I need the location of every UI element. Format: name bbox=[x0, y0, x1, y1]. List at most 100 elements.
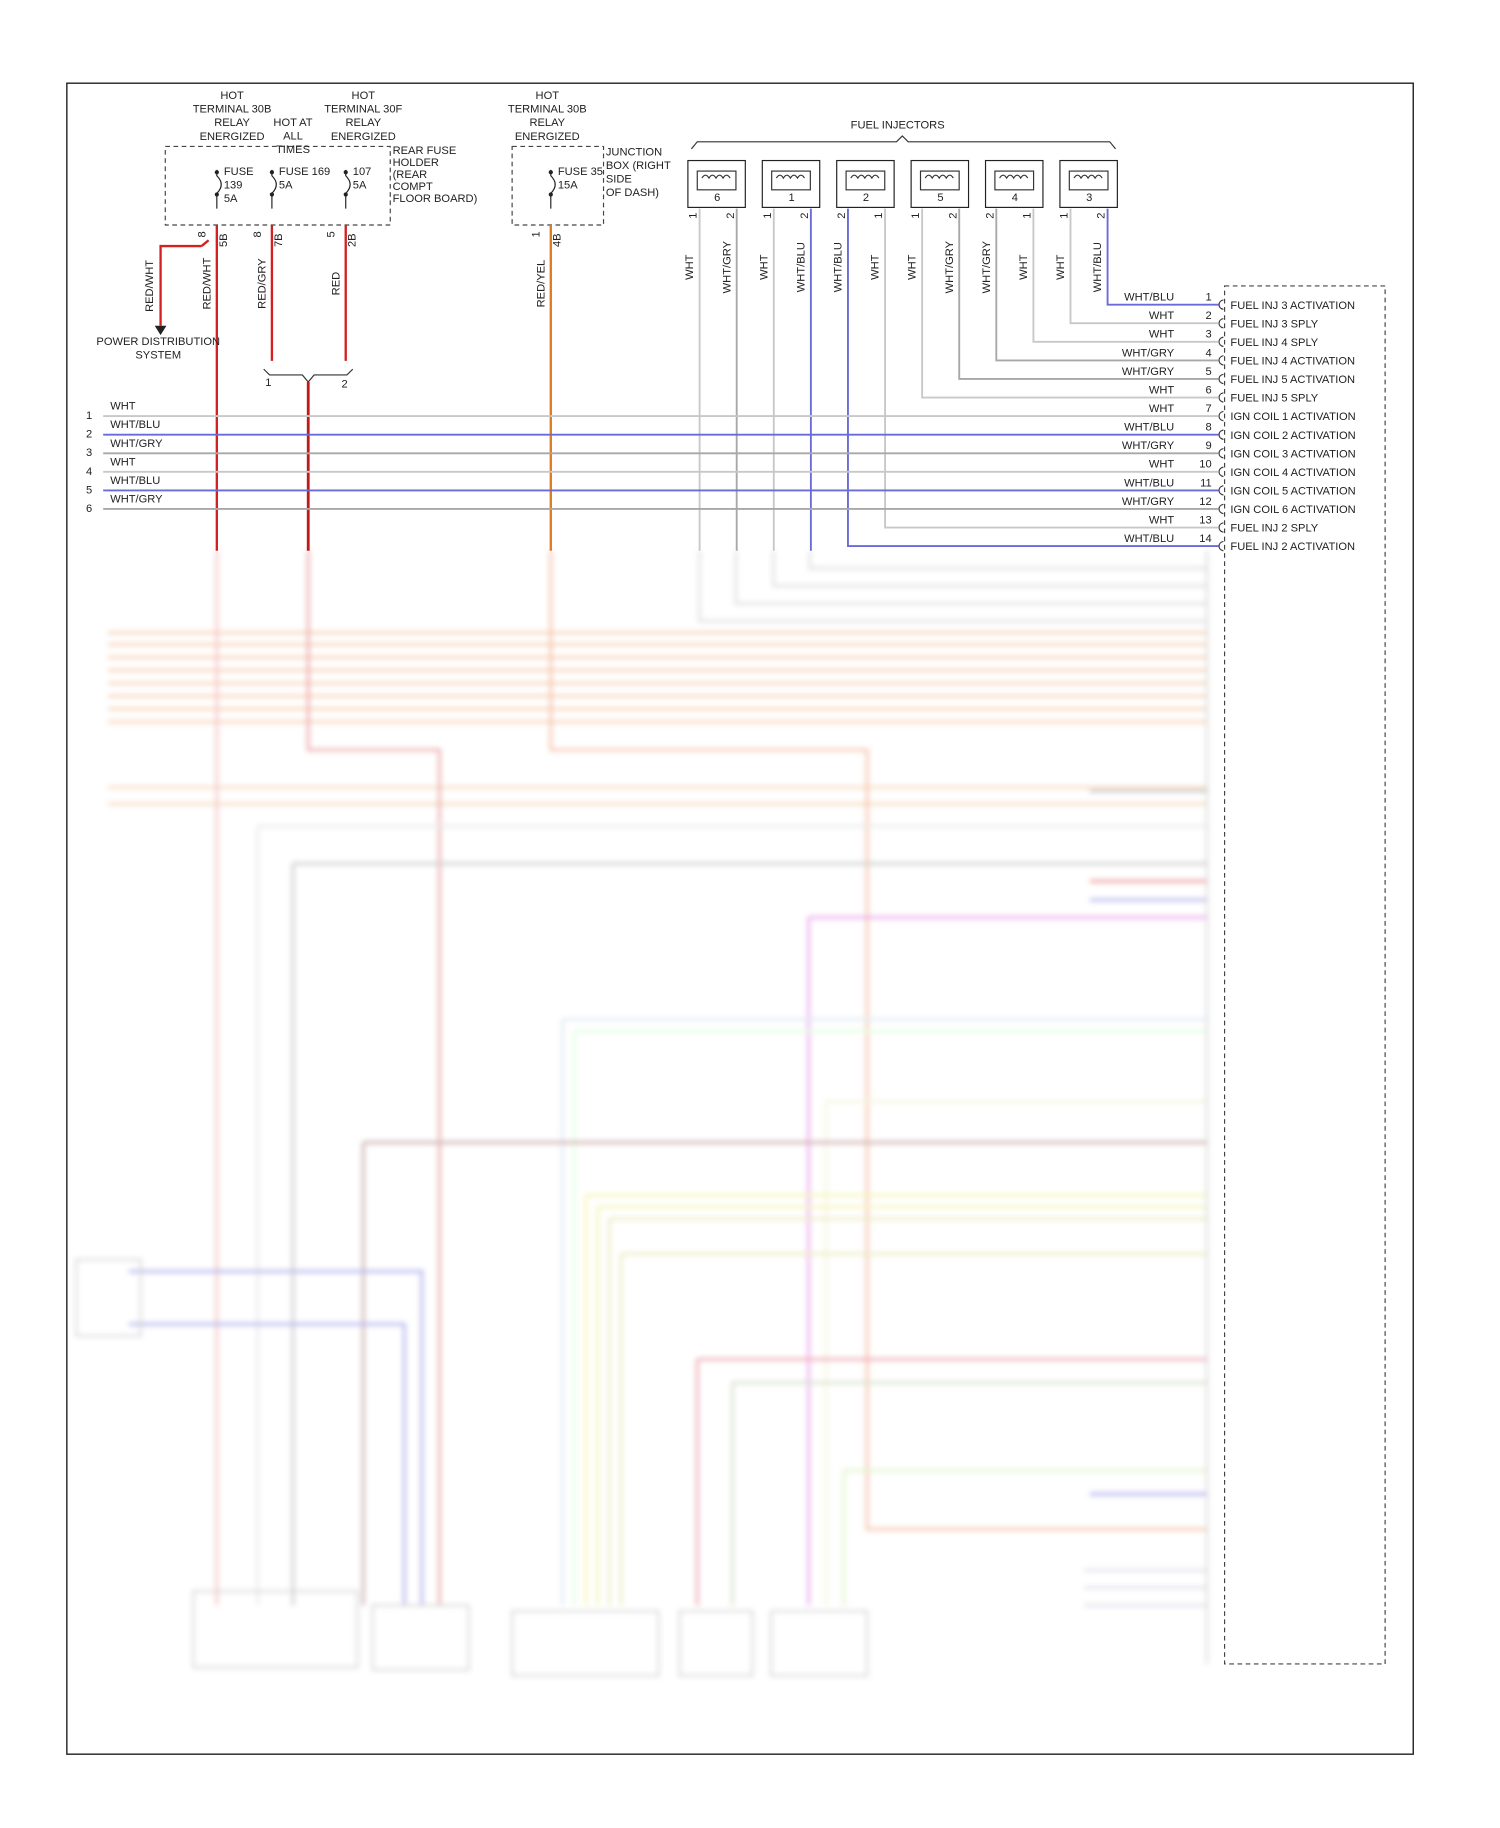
splice-bracket bbox=[263, 368, 354, 383]
pin-symbol bbox=[1218, 466, 1224, 478]
pin-symbol bbox=[1218, 373, 1224, 385]
pin-symbol bbox=[1218, 447, 1224, 459]
arrow bbox=[154, 325, 167, 336]
pin-number: 2 bbox=[1205, 310, 1211, 322]
pin-number: 9 bbox=[1205, 440, 1211, 452]
wire-label: WHT bbox=[1149, 329, 1175, 341]
wire-label: WHT bbox=[1055, 254, 1067, 280]
pin-number: 11 bbox=[1200, 477, 1212, 489]
wire-label: WHT/BLU bbox=[1124, 533, 1174, 545]
line-number: 4 bbox=[86, 466, 92, 478]
wire-label: RED/GRY bbox=[256, 258, 268, 309]
wire-label: WHT bbox=[684, 254, 696, 280]
injector-number: 4 bbox=[1012, 192, 1018, 204]
source-label: RELAY bbox=[214, 117, 250, 129]
pin-function: FUEL INJ 3 ACTIVATION bbox=[1230, 300, 1355, 312]
pin-symbol bbox=[1218, 429, 1224, 440]
pin-label: 2 bbox=[725, 213, 737, 219]
injector-winding bbox=[999, 174, 1029, 180]
fuse-holder-box bbox=[164, 145, 391, 226]
source-label: ENERGIZED bbox=[200, 131, 265, 143]
pin-number: 7 bbox=[1205, 403, 1211, 415]
fuse-dot bbox=[214, 170, 219, 175]
injector bbox=[910, 159, 970, 208]
pin-label: 1 bbox=[1021, 213, 1033, 219]
fuse-holder-label: HOLDER bbox=[393, 157, 439, 169]
pin-function: FUEL INJ 4 SPLY bbox=[1230, 337, 1318, 349]
pin-symbol bbox=[1218, 355, 1224, 366]
pin-label: 1 bbox=[873, 213, 885, 219]
injector-coil bbox=[994, 170, 1035, 191]
source-label: HOT bbox=[352, 90, 376, 102]
injector bbox=[1059, 159, 1118, 208]
source-label: RELAY bbox=[529, 117, 565, 129]
wire-label: WHT/BLU bbox=[110, 475, 160, 487]
pin-label: 5 bbox=[326, 231, 338, 237]
wire bbox=[159, 239, 210, 326]
wire-label: WHT/BLU bbox=[795, 242, 807, 292]
pin-number: 6 bbox=[1205, 384, 1211, 396]
wire bbox=[1106, 208, 1219, 306]
injector-number: 2 bbox=[863, 192, 869, 204]
pin-label: 1 bbox=[910, 213, 922, 219]
fuse-label: 5A bbox=[353, 180, 367, 192]
pin-function: IGN COIL 2 ACTIVATION bbox=[1230, 430, 1355, 442]
fuse-symbol bbox=[216, 169, 222, 209]
source-label: HOT bbox=[536, 90, 560, 102]
source-label: HOT bbox=[220, 90, 244, 102]
fuse-label: FUSE 35 bbox=[558, 166, 603, 178]
fuse-holder-label: (REAR bbox=[393, 169, 428, 181]
splice-label: 2 bbox=[341, 378, 347, 390]
pin-label: 2 bbox=[1096, 213, 1108, 219]
injector-number: 1 bbox=[789, 192, 795, 204]
source-label: TIMES bbox=[276, 144, 310, 156]
pin-symbol bbox=[1218, 540, 1224, 552]
wire-label: WHT bbox=[110, 456, 136, 468]
fuse-symbol bbox=[345, 169, 351, 209]
fuse-label: 5A bbox=[279, 180, 293, 192]
injector-winding bbox=[775, 174, 805, 180]
pin-symbol bbox=[1218, 392, 1224, 403]
wire-label: WHT bbox=[758, 254, 770, 280]
injector-winding bbox=[701, 174, 731, 180]
pin-label: 8 bbox=[252, 231, 264, 237]
pin-label: 1 bbox=[762, 213, 774, 219]
pin-label: 7B bbox=[273, 233, 285, 247]
source-label: ENERGIZED bbox=[515, 131, 580, 143]
wire-label: WHT/GRY bbox=[1122, 366, 1175, 378]
fuse-holder-label: REAR FUSE bbox=[393, 145, 457, 157]
pin-number: 4 bbox=[1205, 347, 1211, 359]
pin-symbol bbox=[1218, 336, 1224, 348]
pin-symbol bbox=[1218, 299, 1224, 310]
source-label: ALL bbox=[283, 131, 303, 143]
line-number: 6 bbox=[86, 503, 92, 515]
pin-label: 2 bbox=[947, 213, 959, 219]
injector-bracket bbox=[690, 135, 1117, 150]
source-label: TERMINAL 30F bbox=[324, 104, 402, 116]
pin-label: 5B bbox=[218, 233, 230, 247]
fuse-label: 107 bbox=[353, 166, 372, 178]
fuse-label: FUSE 169 bbox=[279, 166, 330, 178]
wire-label: WHT bbox=[110, 401, 136, 413]
fuse-dot bbox=[269, 192, 275, 197]
pin-function: IGN COIL 1 ACTIVATION bbox=[1230, 411, 1355, 423]
injector-winding bbox=[850, 174, 880, 180]
fuse-holder-label: COMPT bbox=[393, 181, 433, 193]
wire bbox=[958, 208, 1219, 380]
pin-function: FUEL INJ 5 ACTIVATION bbox=[1230, 374, 1355, 386]
fuse-label: FUSE bbox=[224, 166, 254, 178]
injectors-title: FUEL INJECTORS bbox=[851, 119, 945, 131]
pin-number: 1 bbox=[1205, 292, 1211, 304]
pin-label: 1 bbox=[688, 213, 700, 219]
wire-label: WHT bbox=[1018, 254, 1030, 280]
wire bbox=[995, 208, 1219, 362]
pin-label: 1 bbox=[1059, 213, 1071, 219]
wire-label: RED bbox=[330, 272, 342, 295]
pin-number: 3 bbox=[1205, 329, 1211, 341]
wire bbox=[1032, 208, 1219, 343]
pin-number: 14 bbox=[1199, 533, 1211, 545]
injector-number: 5 bbox=[937, 192, 943, 204]
injector bbox=[984, 159, 1044, 208]
